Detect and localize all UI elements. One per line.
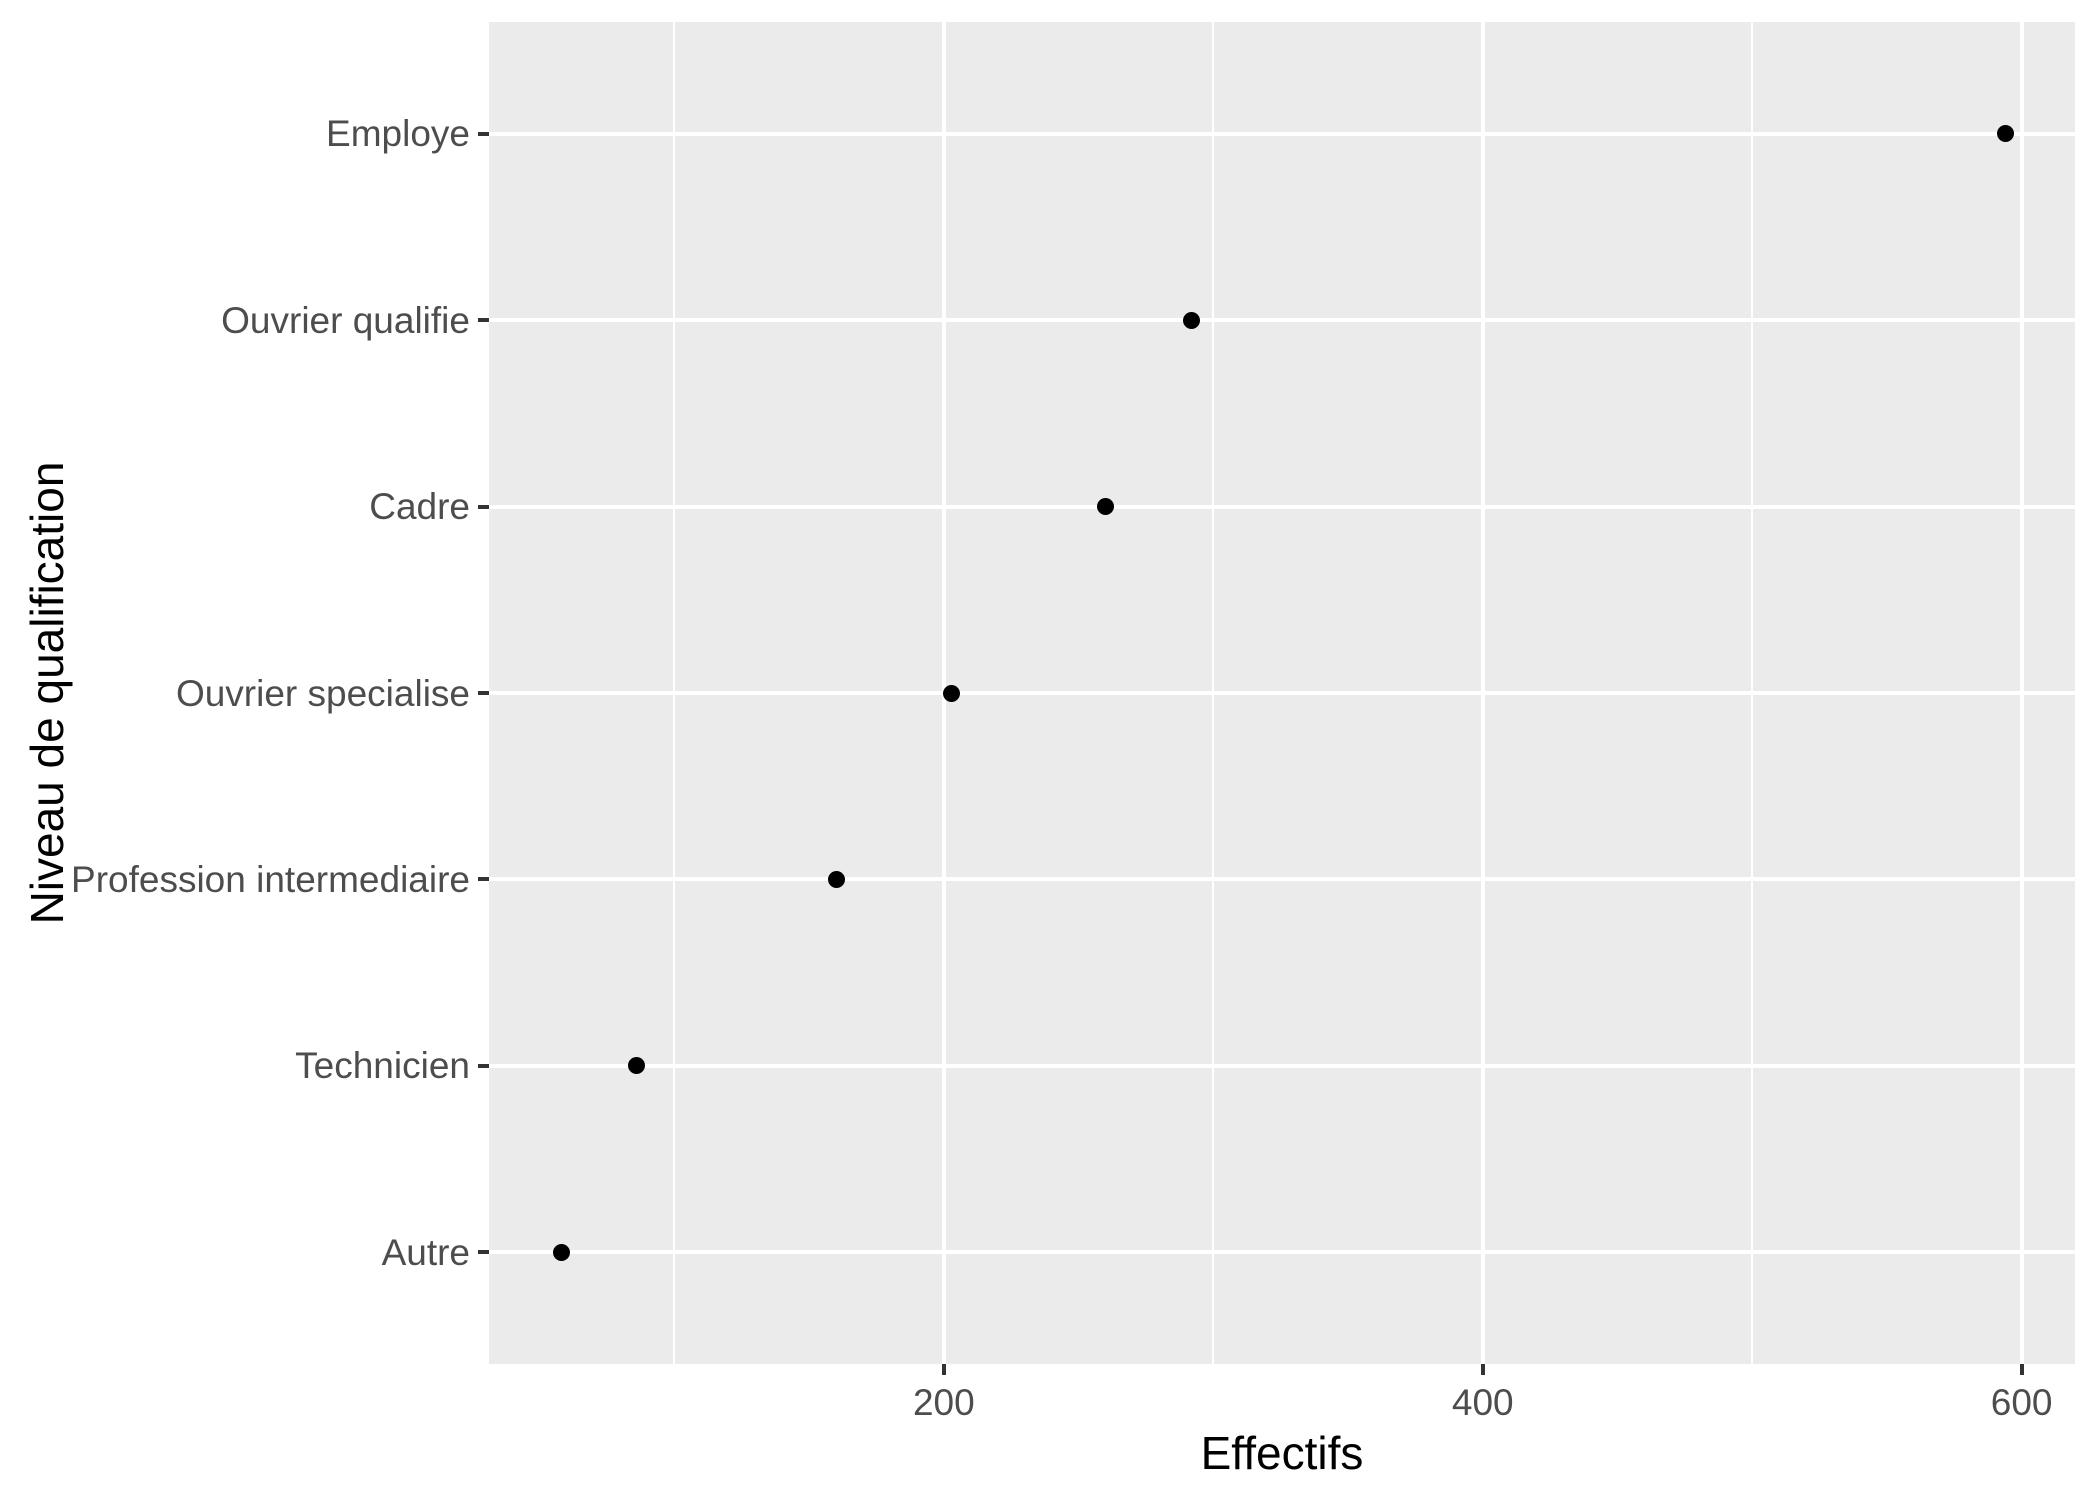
gridline-y-major: [489, 877, 2075, 882]
y-tick-label: Cadre: [369, 486, 470, 528]
y-tick-mark: [478, 504, 489, 509]
y-tick-label: Profession intermediaire: [71, 858, 470, 900]
data-point: [628, 1057, 646, 1075]
y-tick-mark: [478, 1063, 489, 1068]
data-point: [1183, 311, 1201, 329]
y-tick-mark: [478, 877, 489, 882]
gridline-y-major: [489, 131, 2075, 136]
plot-panel: [489, 22, 2075, 1364]
x-tick-mark: [2019, 1364, 2024, 1375]
x-tick-label: 600: [1990, 1382, 2053, 1423]
y-tick-label: Ouvrier qualifie: [221, 299, 470, 341]
gridline-y-major: [489, 691, 2075, 695]
x-axis-title: Effectifs: [1200, 1427, 1364, 1479]
data-point: [943, 684, 961, 702]
y-tick-label: Employe: [326, 113, 470, 155]
data-point: [827, 870, 845, 888]
data-point: [1996, 125, 2014, 143]
gridline-y-major: [489, 1063, 2075, 1068]
y-axis-title: Niveau de qualification: [21, 461, 73, 925]
y-tick-mark: [478, 691, 489, 695]
y-tick-label: Autre: [381, 1231, 470, 1273]
y-tick-mark: [478, 1250, 489, 1255]
x-tick-mark: [941, 1364, 946, 1375]
gridline-y-major: [489, 1250, 2075, 1255]
y-tick-mark: [478, 318, 489, 323]
y-tick-mark: [478, 131, 489, 136]
gridline-y-major: [489, 318, 2075, 323]
x-tick-label: 400: [1451, 1382, 1514, 1423]
gridline-y-major: [489, 504, 2075, 509]
y-tick-label: Technicien: [295, 1045, 470, 1087]
x-tick-mark: [1480, 1364, 1485, 1375]
y-tick-label: Ouvrier specialise: [175, 672, 470, 714]
data-point: [1097, 498, 1114, 516]
data-point: [552, 1243, 570, 1261]
x-tick-label: 200: [912, 1382, 975, 1423]
